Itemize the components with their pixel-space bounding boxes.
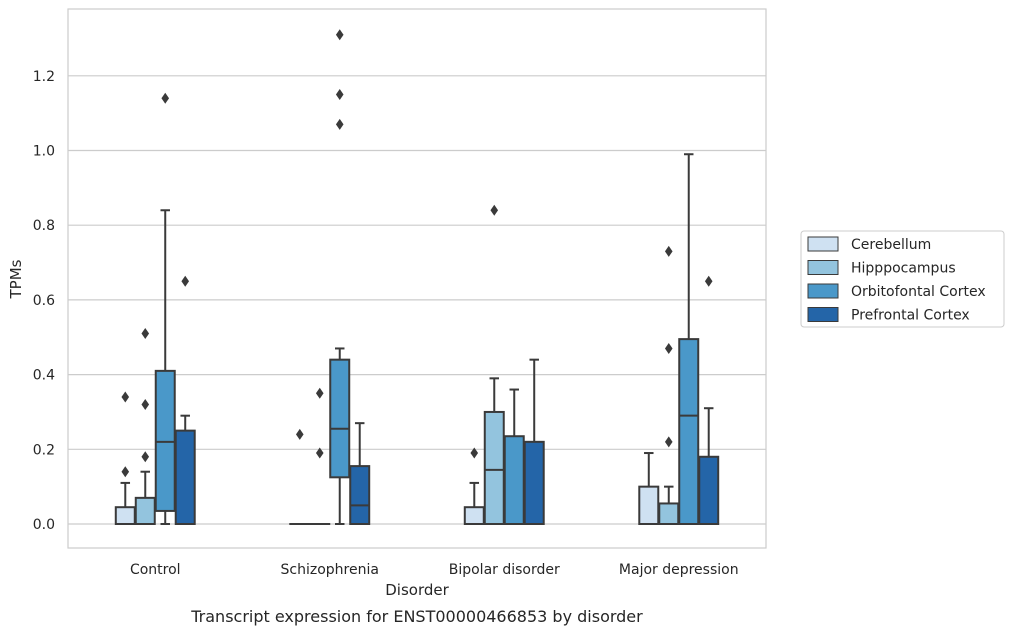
box-body bbox=[349, 465, 371, 526]
outlier-point bbox=[664, 342, 673, 354]
box-body bbox=[114, 506, 136, 526]
outlier-point bbox=[315, 447, 324, 459]
x-tick-label: Schizophrenia bbox=[281, 562, 379, 578]
box bbox=[658, 245, 680, 525]
legend-swatch bbox=[807, 236, 839, 252]
outlier-point bbox=[181, 275, 190, 287]
box-body bbox=[698, 455, 720, 525]
y-axis-label: TPMs bbox=[7, 259, 25, 299]
outlier-point bbox=[161, 92, 170, 104]
outlier-point bbox=[315, 387, 324, 399]
box bbox=[463, 447, 485, 526]
y-tick-labels: 0.0 0.2 0.4 0.6 0.8 1.0 1.2 bbox=[33, 69, 55, 533]
box-body bbox=[678, 338, 700, 525]
y-tick-label: 0.4 bbox=[33, 368, 55, 384]
box-body bbox=[523, 440, 545, 525]
legend-item: Orbitofontal Cortex bbox=[807, 283, 986, 300]
outlier-point bbox=[141, 398, 150, 410]
plot-frame bbox=[67, 8, 767, 549]
outlier-point bbox=[335, 29, 344, 41]
y-tick-label: 0.0 bbox=[33, 517, 55, 533]
box bbox=[698, 275, 720, 525]
legend-label: Cerebellum bbox=[851, 237, 931, 253]
series-orbitofontal-cortex bbox=[154, 29, 700, 526]
legend-item: Cerebellum bbox=[807, 236, 931, 253]
legend-item: Hipppocampus bbox=[807, 260, 956, 277]
legend-swatch bbox=[807, 307, 839, 322]
outlier-point bbox=[664, 245, 673, 257]
box bbox=[349, 422, 371, 526]
chart-caption: Transcript expression for ENST0000046685… bbox=[190, 607, 643, 626]
outlier-point bbox=[335, 118, 344, 130]
box bbox=[114, 391, 136, 526]
legend-label: Orbitofontal Cortex bbox=[851, 284, 986, 300]
x-tick-labels: Control Schizophrenia Bipolar disorder Majo… bbox=[130, 562, 739, 578]
outlier-point bbox=[121, 466, 130, 478]
box-body bbox=[503, 435, 525, 526]
box bbox=[329, 29, 351, 525]
y-tick-label: 1.2 bbox=[33, 69, 55, 85]
outlier-point bbox=[141, 328, 150, 340]
box-body bbox=[134, 496, 156, 526]
legend-label: Prefrontal Cortex bbox=[851, 308, 970, 324]
box bbox=[154, 92, 176, 525]
box bbox=[638, 452, 660, 525]
box-body bbox=[329, 358, 351, 479]
box bbox=[503, 388, 525, 526]
box-body bbox=[483, 410, 505, 526]
x-axis-label: Disorder bbox=[385, 581, 449, 599]
outlier-point bbox=[470, 447, 479, 459]
outlier-point bbox=[664, 436, 673, 448]
x-tick-label: Bipolar disorder bbox=[449, 562, 560, 578]
y-tick-label: 0.8 bbox=[33, 218, 55, 234]
series-prefrontal-cortex bbox=[174, 275, 720, 526]
legend: Cerebellum Hipppocampus Orbitofontal Corte… bbox=[800, 230, 1005, 328]
outlier-point bbox=[121, 391, 130, 403]
y-tick-label: 1.0 bbox=[33, 144, 55, 160]
y-tick-label: 0.2 bbox=[33, 442, 55, 458]
legend-item: Prefrontal Cortex bbox=[807, 307, 970, 324]
legend-frame bbox=[800, 230, 1005, 328]
x-tick-label: Control bbox=[130, 562, 181, 578]
box-body bbox=[463, 506, 485, 526]
box-body bbox=[174, 429, 196, 525]
x-tick-label: Major depression bbox=[619, 562, 739, 578]
series-cerebellum bbox=[114, 391, 660, 526]
outlier-point bbox=[141, 451, 150, 463]
outlier-point bbox=[335, 88, 344, 100]
legend-label: Hipppocampus bbox=[851, 261, 956, 277]
box-series bbox=[114, 29, 720, 526]
y-tick-label: 0.6 bbox=[33, 293, 55, 309]
box bbox=[134, 328, 156, 526]
outlier-point bbox=[704, 275, 713, 287]
box bbox=[523, 358, 545, 525]
outlier-point bbox=[295, 428, 304, 440]
legend-swatch bbox=[807, 260, 839, 275]
box bbox=[309, 387, 331, 526]
box bbox=[174, 275, 196, 525]
box bbox=[678, 153, 700, 525]
legend-swatch bbox=[807, 283, 839, 299]
box-body bbox=[638, 485, 660, 525]
outlier-point bbox=[490, 204, 499, 216]
box-body bbox=[658, 502, 680, 525]
series-hipppocampus bbox=[134, 204, 680, 526]
